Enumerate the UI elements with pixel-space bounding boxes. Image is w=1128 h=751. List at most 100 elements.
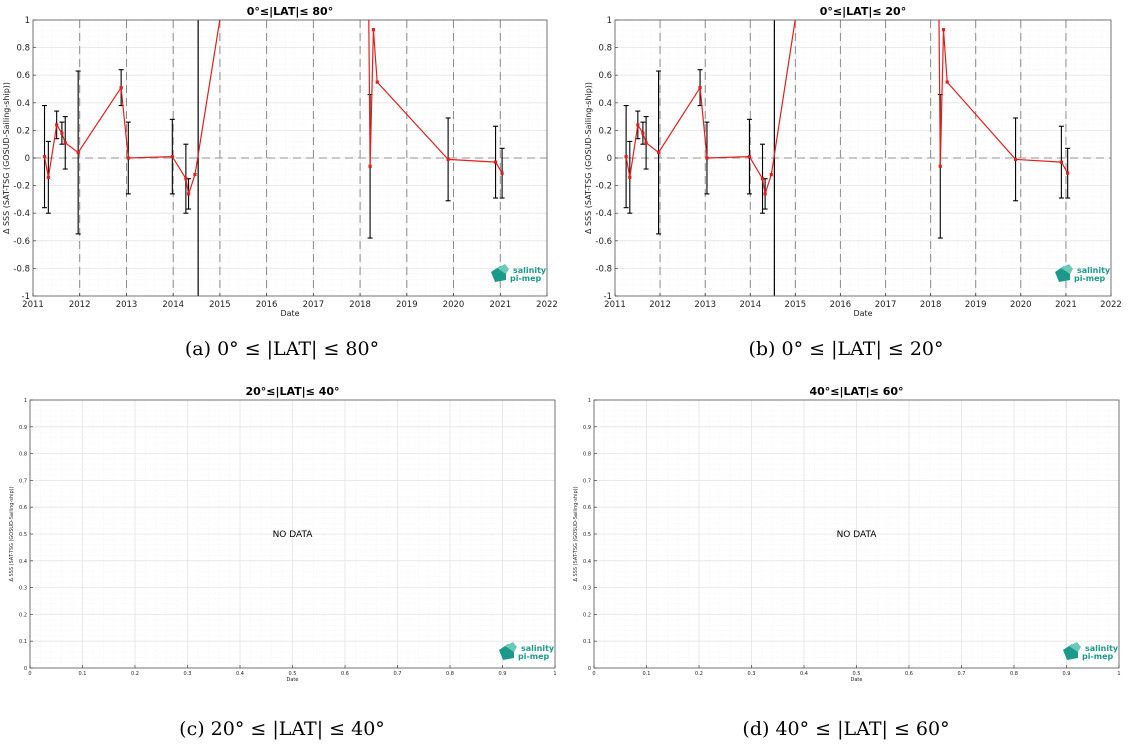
y-tick-label: 0.4 <box>19 559 27 565</box>
y-tick-label: 1 <box>24 398 27 404</box>
data-point <box>1066 171 1070 175</box>
x-tick-label: 0.1 <box>643 671 651 677</box>
chart-title: 0°≤|LAT|≤ 80° <box>247 5 333 18</box>
data-point <box>493 160 498 164</box>
logo-shape-icon <box>497 264 509 274</box>
x-tick-label: 2013 <box>694 300 716 310</box>
x-tick-label: 2018 <box>920 300 942 310</box>
data-point <box>698 86 702 90</box>
y-tick-label: 0.8 <box>16 44 30 54</box>
data-point <box>186 192 191 196</box>
y-tick-label: 0.5 <box>583 532 591 538</box>
data-point <box>769 172 773 177</box>
y-tick-label: -0.6 <box>595 237 612 247</box>
y-tick-label: 0.9 <box>583 425 591 431</box>
x-tick-label: 1 <box>553 671 556 677</box>
data-point <box>55 123 59 127</box>
y-tick-label: 0.6 <box>19 505 27 511</box>
x-tick-label: 2017 <box>303 300 325 310</box>
data-point <box>656 150 661 155</box>
logo-shape-icon <box>505 642 517 652</box>
minor-grid <box>615 20 1111 296</box>
x-tick-label: 2018 <box>349 300 371 310</box>
data-point <box>368 164 372 168</box>
x-tick-label: 2019 <box>965 300 987 310</box>
y-tick-label: -0.8 <box>595 264 612 274</box>
caption-d: (d) 40° ≤ |LAT| ≤ 60° <box>742 718 950 740</box>
logo-text-salinity: salinity <box>521 644 555 653</box>
x-tick-label: 0 <box>28 671 31 677</box>
logo-text-salinity: salinity <box>1077 266 1111 275</box>
y-tick-label: 0.2 <box>598 126 612 136</box>
chart-title: 0°≤|LAT|≤ 20° <box>820 5 906 18</box>
logo-shape-icon <box>1069 642 1081 652</box>
x-tick-label: 0.3 <box>184 671 192 677</box>
data-point <box>763 192 767 196</box>
data-point <box>624 155 628 159</box>
y-tick-label: 1 <box>25 16 30 26</box>
chart-a-svg: 2011 2012 2013 2014 2015 2016 2017 2018 2019 2020… <box>2 5 558 318</box>
y-tick-label: 0.4 <box>583 559 591 565</box>
data-point <box>705 156 709 160</box>
x-tick-label: 2017 <box>875 300 897 310</box>
data-point <box>1013 157 1018 161</box>
caption-c: (c) 20° ≤ |LAT| ≤ 40° <box>179 718 385 740</box>
y-tick-label: 0.4 <box>16 99 30 109</box>
y-tick-label: 0.1 <box>19 639 27 645</box>
y-tick-label: 1 <box>607 16 612 26</box>
x-tick-label: 2014 <box>739 300 761 310</box>
x-tick-label: 2011 <box>22 300 44 310</box>
caption-b: (b) 0° ≤ |LAT| ≤ 20° <box>748 338 944 360</box>
x-tick-label: 0.5 <box>289 671 297 677</box>
no-data-label: NO DATA <box>837 530 878 540</box>
x-tick-label: 0.3 <box>748 671 756 677</box>
caption-a: (a) 0° ≤ |LAT| ≤ 80° <box>184 338 380 360</box>
chart-title: 20°≤|LAT|≤ 40° <box>245 385 339 398</box>
logo-text-salinity: salinity <box>513 266 547 275</box>
x-tick-label: 0.8 <box>446 671 454 677</box>
logo-text-pimep: pi-mep <box>510 274 542 283</box>
chart-title: 40°≤|LAT|≤ 60° <box>809 385 903 398</box>
y-tick-label: 0 <box>24 666 27 672</box>
data-point <box>636 123 640 127</box>
y-tick-label: -1 <box>604 292 612 302</box>
x-tick-label: 1 <box>1117 671 1120 677</box>
y-tick-label: 0.6 <box>16 71 30 81</box>
x-tick-label: 2022 <box>1100 300 1122 310</box>
x-tick-label: 2020 <box>443 300 465 310</box>
y-tick-label: 0.7 <box>19 478 27 484</box>
data-point <box>500 171 504 175</box>
data-point <box>375 80 379 84</box>
x-axis-label: Date <box>851 677 863 683</box>
data-point <box>119 86 123 90</box>
x-axis-label: Date <box>287 677 299 683</box>
x-tick-label: 2015 <box>209 300 231 310</box>
chart-panel-a: 2011 2012 2013 2014 2015 2016 2017 2018 2019 2020… <box>0 0 564 330</box>
x-tick-label: 2021 <box>489 300 511 310</box>
x-tick-label: 2012 <box>649 300 671 310</box>
data-point <box>644 141 648 145</box>
y-tick-label: 0.3 <box>19 586 27 592</box>
data-point <box>941 28 946 32</box>
x-tick-label: 0.7 <box>394 671 402 677</box>
y-tick-label: 0.5 <box>19 532 27 538</box>
data-point <box>193 172 197 177</box>
logo-shape-icon <box>1061 264 1073 274</box>
y-axis-label: Δ SSS (SAT-TSG (GOSUD-Sailing-ship)) <box>584 82 593 234</box>
data-point <box>60 131 64 135</box>
y-tick-label: 0.8 <box>583 452 591 458</box>
y-tick-label: -0.8 <box>13 264 30 274</box>
logo-text-pimep: pi-mep <box>518 652 550 661</box>
data-point <box>641 131 645 135</box>
y-tick-label: 0 <box>25 154 30 164</box>
chart-b-svg: 2011 2012 2013 2014 2015 2016 2017 2018 2019 2020… <box>584 5 1122 318</box>
y-tick-label: 0 <box>607 154 612 164</box>
chart-c-svg: 0 0.1 0.2 0.3 0.4 0.5 0.6 0.7 0.8 0.9 1 0 0.1 0.2 0.3 0… <box>9 385 557 683</box>
data-point <box>42 155 47 159</box>
y-tick-label: 0.6 <box>598 71 612 81</box>
y-tick-label: 0.2 <box>583 612 591 618</box>
chart-panel-d: 0 0.1 0.2 0.3 0.4 0.5 0.6 0.7 0.8 0.9 1 0 0.1 0.2 0.3 0… <box>564 378 1128 708</box>
data-point <box>945 80 949 84</box>
